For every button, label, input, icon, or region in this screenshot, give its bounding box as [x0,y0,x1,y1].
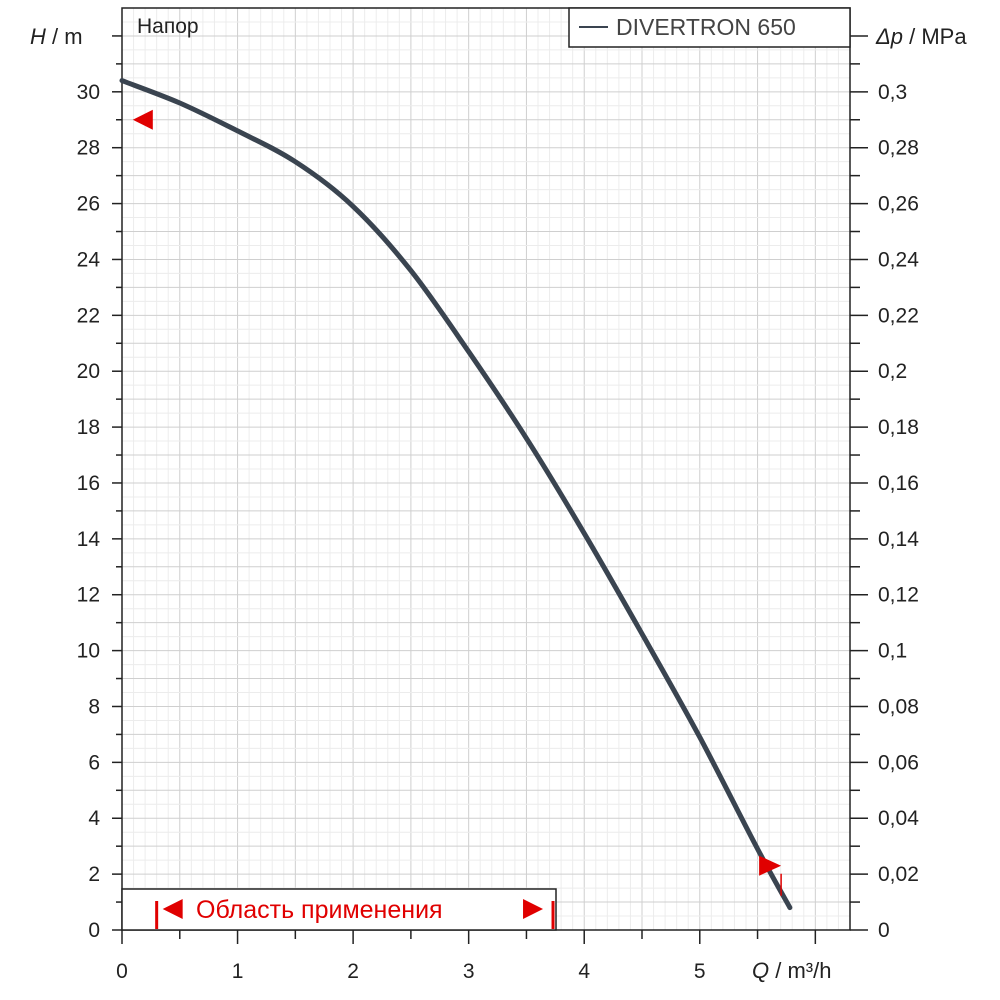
x-tick-label: 2 [347,960,359,983]
y-tick-label: 30 [77,81,100,104]
operating-range-label: Область применения [196,896,443,924]
y-tick-label: 8 [88,695,100,718]
series-line [119,78,793,911]
y2-axis-symbol: Δp [875,24,903,49]
chart-title: Напор [137,15,199,38]
range-right-arrow-icon [523,899,544,919]
y2-tick-label: 0,3 [878,81,907,104]
y2-tick-label: 0,1 [878,640,907,663]
y-tick-label: 4 [88,807,100,830]
x-tick-label: 4 [578,960,590,983]
x-axis-title: Q / m³/h [752,958,831,983]
axis-ticks: 0 1 2 3 4 502468101214161820222426283000,020,… [77,35,919,983]
y2-tick-label: 0,26 [878,193,919,216]
x-tick-label: 0 [116,960,128,983]
y2-tick-label: 0,24 [878,248,919,271]
operating-range-box [121,888,557,931]
legend-entry-label: DIVERTRON 650 [616,14,796,40]
y2-axis-title: Δp / MPa [875,24,967,49]
y-axis-title: H / m [30,24,83,49]
y-tick-label: 2 [88,863,100,886]
y2-tick-label: 0,08 [878,695,919,718]
y-tick-label: 18 [77,416,100,439]
y-tick-label: 6 [88,751,100,774]
y2-tick-label: 0,04 [878,807,919,830]
series-layer [119,78,793,911]
y2-tick-label: 0,28 [878,137,919,160]
range-left-arrow-icon [162,899,183,919]
range-marker-triangle [132,109,153,130]
y-tick-label: 26 [77,193,100,216]
y2-tick-label: 0,06 [878,751,919,774]
y2-tick-label: 0,16 [878,472,919,495]
x-tick-label: 5 [694,960,706,983]
y-tick-label: 10 [77,640,100,663]
y2-tick-label: 0,14 [878,528,919,551]
x-axis-unit: / m³/h [769,958,831,983]
legend: DIVERTRON 650 [568,7,851,48]
y-tick-label: 16 [77,472,100,495]
y-axis-symbol: H [30,24,46,49]
x-axis-symbol: Q [752,958,769,983]
x-tick-label: 3 [463,960,475,983]
y-tick-label: 0 [88,919,100,942]
legend-box [568,7,851,48]
y-tick-label: 24 [77,248,101,271]
y2-tick-label: 0,22 [878,304,919,327]
y2-axis-unit: / MPa [903,24,967,49]
y-tick-label: 20 [77,360,100,383]
y-tick-label: 12 [77,584,100,607]
y-axis-unit: / m [46,24,83,49]
y-tick-label: 14 [77,528,101,551]
y2-tick-label: 0,18 [878,416,919,439]
grid [122,8,850,930]
x-tick-label: 1 [232,960,244,983]
y-tick-label: 22 [77,304,100,327]
marker-layer [132,109,782,896]
y2-tick-label: 0,2 [878,360,907,383]
operating-range: Область применения [121,888,557,931]
y-tick-label: 28 [77,137,100,160]
y2-tick-label: 0,02 [878,863,919,886]
y2-tick-label: 0,12 [878,584,919,607]
y2-tick-label: 0 [878,919,890,942]
range-marker-triangle [759,855,782,876]
